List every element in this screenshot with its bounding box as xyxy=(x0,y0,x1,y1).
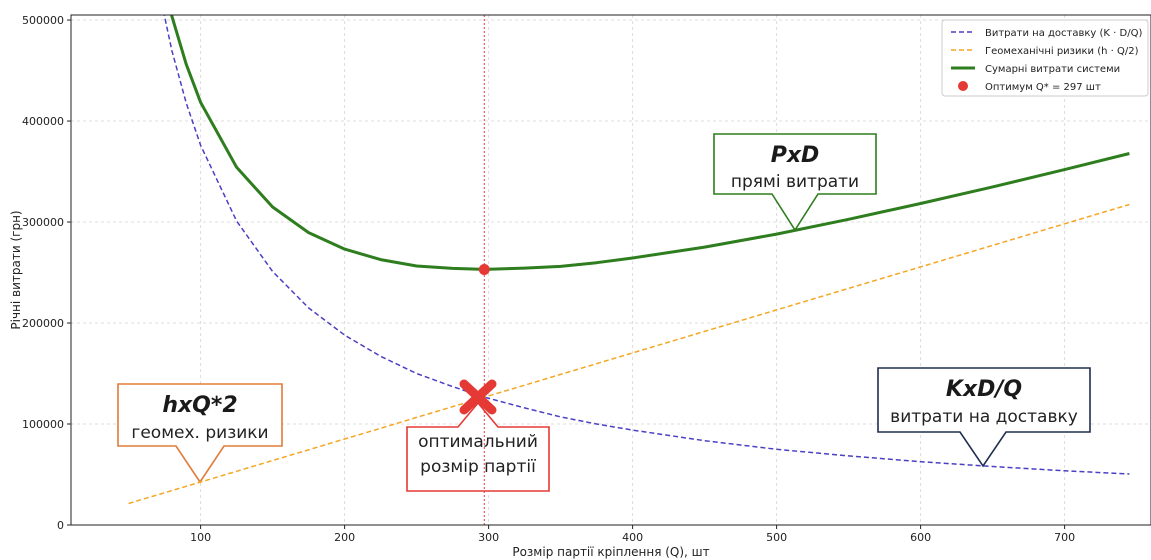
x-tick-label: 700 xyxy=(1054,531,1075,544)
geomech-risk-line xyxy=(128,203,1130,505)
y-tick-label: 300000 xyxy=(22,216,64,229)
x-tick-label: 300 xyxy=(478,531,499,544)
callout-direct-costs-title: PxD xyxy=(771,143,820,168)
legend-box xyxy=(941,19,1149,97)
callout-delivery-costs-subtitle: витрати на доставку xyxy=(890,407,1078,427)
callout-geomech-risks-shape xyxy=(117,383,283,484)
callout-optimal-batch: оптимальний розмір партії xyxy=(406,401,550,492)
legend-marker-optimum xyxy=(958,81,968,91)
legend: Витрати на доставку (K · D/Q) Геомеханіч… xyxy=(941,19,1149,97)
legend-label-total: Сумарні витрати системи xyxy=(985,63,1120,75)
callout-delivery-costs: KxD/Q витрати на доставку xyxy=(877,367,1091,468)
axes-frame xyxy=(70,14,1151,526)
legend-label-optimum: Оптимум Q* = 297 шт xyxy=(985,82,1101,93)
y-tick-label: 100000 xyxy=(22,418,64,431)
optimum-point xyxy=(478,263,490,275)
callout-direct-costs-shape xyxy=(713,133,877,232)
y-tick-label: 200000 xyxy=(22,317,64,330)
callout-optimal-batch-line1: оптимальний xyxy=(418,432,538,452)
delivery-cost-line xyxy=(163,15,1130,475)
callout-optimal-batch-shape xyxy=(406,401,550,492)
x-tick-label: 100 xyxy=(190,531,211,544)
callout-delivery-costs-shape xyxy=(877,367,1091,468)
callout-geomech-risks-subtitle: геомех. ризики xyxy=(131,423,268,443)
x-tick-label: 600 xyxy=(910,531,931,544)
callout-delivery-costs-title: KxD/Q xyxy=(946,377,1022,402)
legend-label-geomech: Геомеханічні ризики (h · Q/2) xyxy=(985,45,1139,57)
callout-geomech-risks-title: hxQ*2 xyxy=(162,393,237,418)
y-tick-label: 500000 xyxy=(22,14,64,27)
x-tick-label: 200 xyxy=(334,531,355,544)
y-axis-label: Річні витрати (грн) xyxy=(9,210,23,329)
x-axis-label: Розмір партії кріплення (Q), шт xyxy=(512,545,709,559)
x-tick-label: 500 xyxy=(766,531,787,544)
intersection-cross-icon xyxy=(459,379,497,415)
total-cost-line xyxy=(170,15,1130,271)
callout-optimal-batch-line2: розмір партії xyxy=(420,457,536,477)
y-tick-label: 400000 xyxy=(22,115,64,128)
y-tick-label: 0 xyxy=(57,519,64,532)
legend-label-delivery: Витрати на доставку (K · D/Q) xyxy=(985,28,1142,39)
callout-geomech-risks: hxQ*2 геомех. ризики xyxy=(117,383,283,484)
axis-ticks: 100 200 300 400 500 600 700 0 100000 200000 300000… xyxy=(22,14,1075,544)
plot-area xyxy=(128,15,1130,525)
x-tick-label: 400 xyxy=(622,531,643,544)
callout-direct-costs-subtitle: прямі витрати xyxy=(731,172,859,192)
callout-direct-costs: PxD прямі витрати xyxy=(713,133,877,232)
